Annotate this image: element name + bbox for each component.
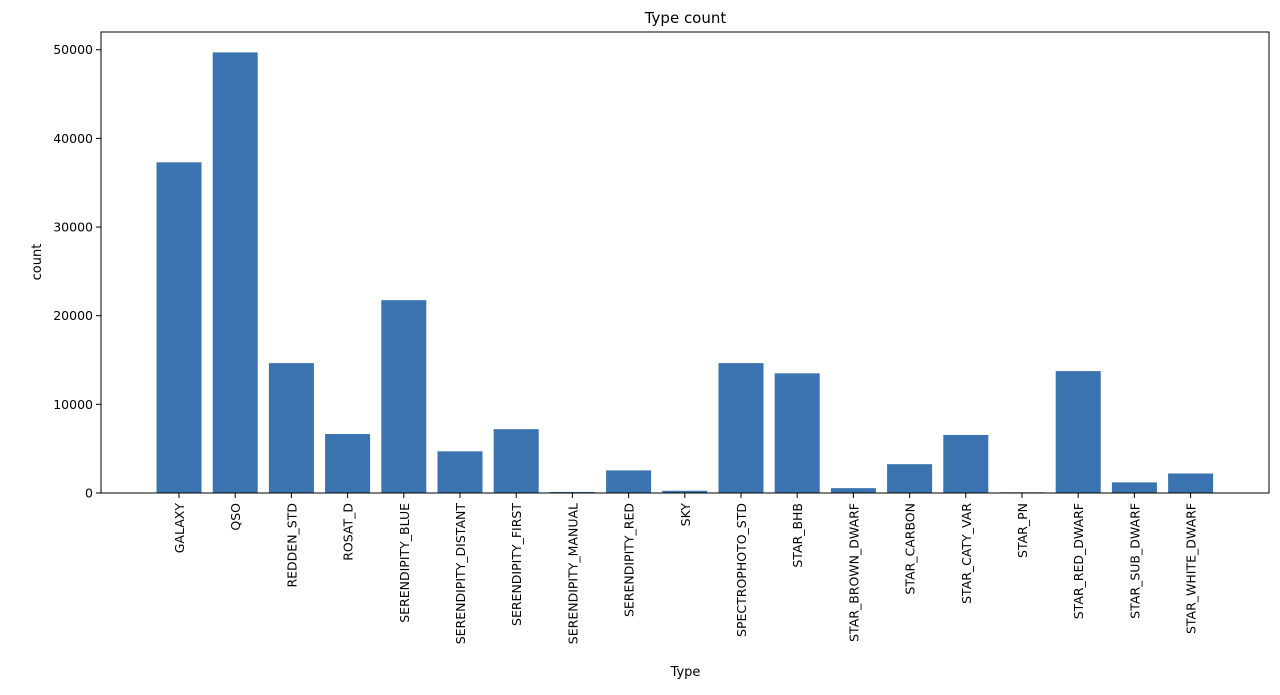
- bar-star-red-dwarf: [1055, 371, 1101, 493]
- x-tick-label: QSO: [228, 503, 243, 531]
- y-tick-label: 20000: [53, 308, 93, 323]
- y-tick-label: 30000: [53, 220, 93, 235]
- x-tick-label: STAR_PN: [1015, 503, 1030, 558]
- x-tick-label: SERENDIPITY_MANUAL: [565, 503, 580, 644]
- bar-galaxy: [156, 162, 202, 493]
- x-axis-label: Type: [670, 665, 701, 680]
- y-tick-label: 50000: [53, 42, 93, 57]
- y-tick-label: 0: [85, 486, 93, 501]
- bar-rosat-d: [325, 434, 371, 493]
- bars-group: [156, 52, 1214, 494]
- x-tick-label: STAR_CARBON: [903, 503, 918, 595]
- y-axis-label: count: [30, 244, 45, 281]
- x-tick-label: REDDEN_STD: [284, 503, 299, 588]
- x-tick-label: STAR_WHITE_DWARF: [1184, 503, 1199, 634]
- bar-qso: [212, 52, 258, 494]
- x-tick-label: SERENDIPITY_FIRST: [509, 503, 524, 626]
- x-tick-label: SPECTROPHOTO_STD: [734, 503, 749, 637]
- y-tick-label: 10000: [53, 397, 93, 412]
- bar-star-brown-dwarf: [830, 488, 876, 493]
- bar-star-carbon: [887, 464, 933, 493]
- x-tick-label: ROSAT_D: [341, 503, 356, 561]
- x-tick-label: STAR_CATY_VAR: [959, 503, 974, 604]
- bar-star-sub-dwarf: [1111, 482, 1157, 493]
- bar-star-caty-var: [943, 434, 989, 493]
- bar-serendipity-distant: [437, 451, 483, 493]
- bar-star-white-dwarf: [1168, 473, 1214, 493]
- x-tick-label: SERENDIPITY_RED: [622, 503, 637, 617]
- bar-serendipity-blue: [381, 300, 427, 493]
- bar-spectrophoto-std: [718, 363, 764, 493]
- bar-redden-std: [268, 363, 314, 493]
- x-tick-label: GALAXY: [172, 503, 187, 554]
- bar-star-bhb: [774, 373, 820, 493]
- x-tick-label: STAR_BHB: [790, 503, 805, 568]
- x-axis: GALAXY QSO REDDEN_STD ROSAT_D SERENDIPITY_BL…: [172, 493, 1199, 644]
- bar-sky: [662, 490, 708, 493]
- y-tick-label: 40000: [53, 131, 93, 146]
- bar-serendipity-red: [606, 470, 652, 493]
- bar-serendipity-manual: [549, 491, 595, 493]
- x-tick-label: STAR_SUB_DWARF: [1127, 503, 1142, 619]
- bar-serendipity-first: [493, 429, 539, 493]
- plot-frame: [100, 31, 1270, 494]
- x-tick-label: STAR_RED_DWARF: [1071, 503, 1086, 619]
- x-tick-label: SERENDIPITY_DISTANT: [453, 503, 468, 645]
- x-tick-label: SERENDIPITY_BLUE: [397, 503, 412, 623]
- x-tick-label: STAR_BROWN_DWARF: [846, 503, 861, 642]
- y-axis: 0 10000 20000 30000 40000 50000: [53, 42, 101, 501]
- x-tick-label: SKY: [678, 503, 693, 527]
- chart-title: Type count: [644, 9, 727, 27]
